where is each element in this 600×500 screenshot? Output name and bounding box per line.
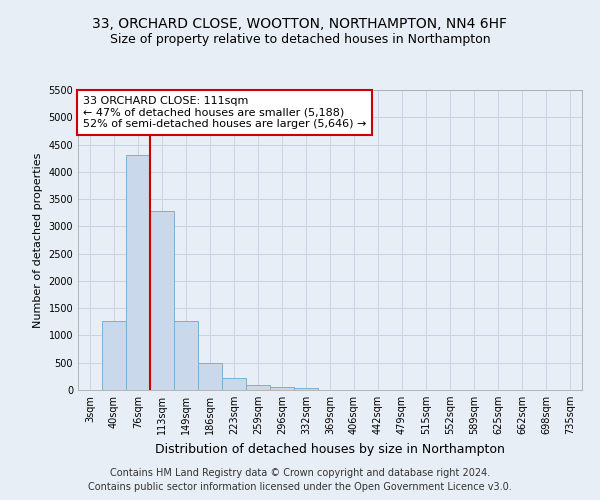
Text: Size of property relative to detached houses in Northampton: Size of property relative to detached ho… — [110, 32, 490, 46]
Bar — [150, 211, 174, 390]
Text: 33, ORCHARD CLOSE, WOOTTON, NORTHAMPTON, NN4 6HF: 33, ORCHARD CLOSE, WOOTTON, NORTHAMPTON,… — [92, 18, 508, 32]
Text: 33 ORCHARD CLOSE: 111sqm
← 47% of detached houses are smaller (5,188)
52% of sem: 33 ORCHARD CLOSE: 111sqm ← 47% of detach… — [83, 96, 367, 129]
X-axis label: Distribution of detached houses by size in Northampton: Distribution of detached houses by size … — [155, 442, 505, 456]
Bar — [246, 386, 270, 390]
Bar — [294, 388, 318, 390]
Bar — [126, 156, 150, 390]
Text: Contains public sector information licensed under the Open Government Licence v3: Contains public sector information licen… — [88, 482, 512, 492]
Bar — [102, 320, 126, 390]
Y-axis label: Number of detached properties: Number of detached properties — [33, 152, 43, 328]
Bar — [174, 320, 198, 390]
Text: Contains HM Land Registry data © Crown copyright and database right 2024.: Contains HM Land Registry data © Crown c… — [110, 468, 490, 477]
Bar — [270, 387, 294, 390]
Bar — [222, 378, 246, 390]
Bar — [198, 364, 222, 390]
